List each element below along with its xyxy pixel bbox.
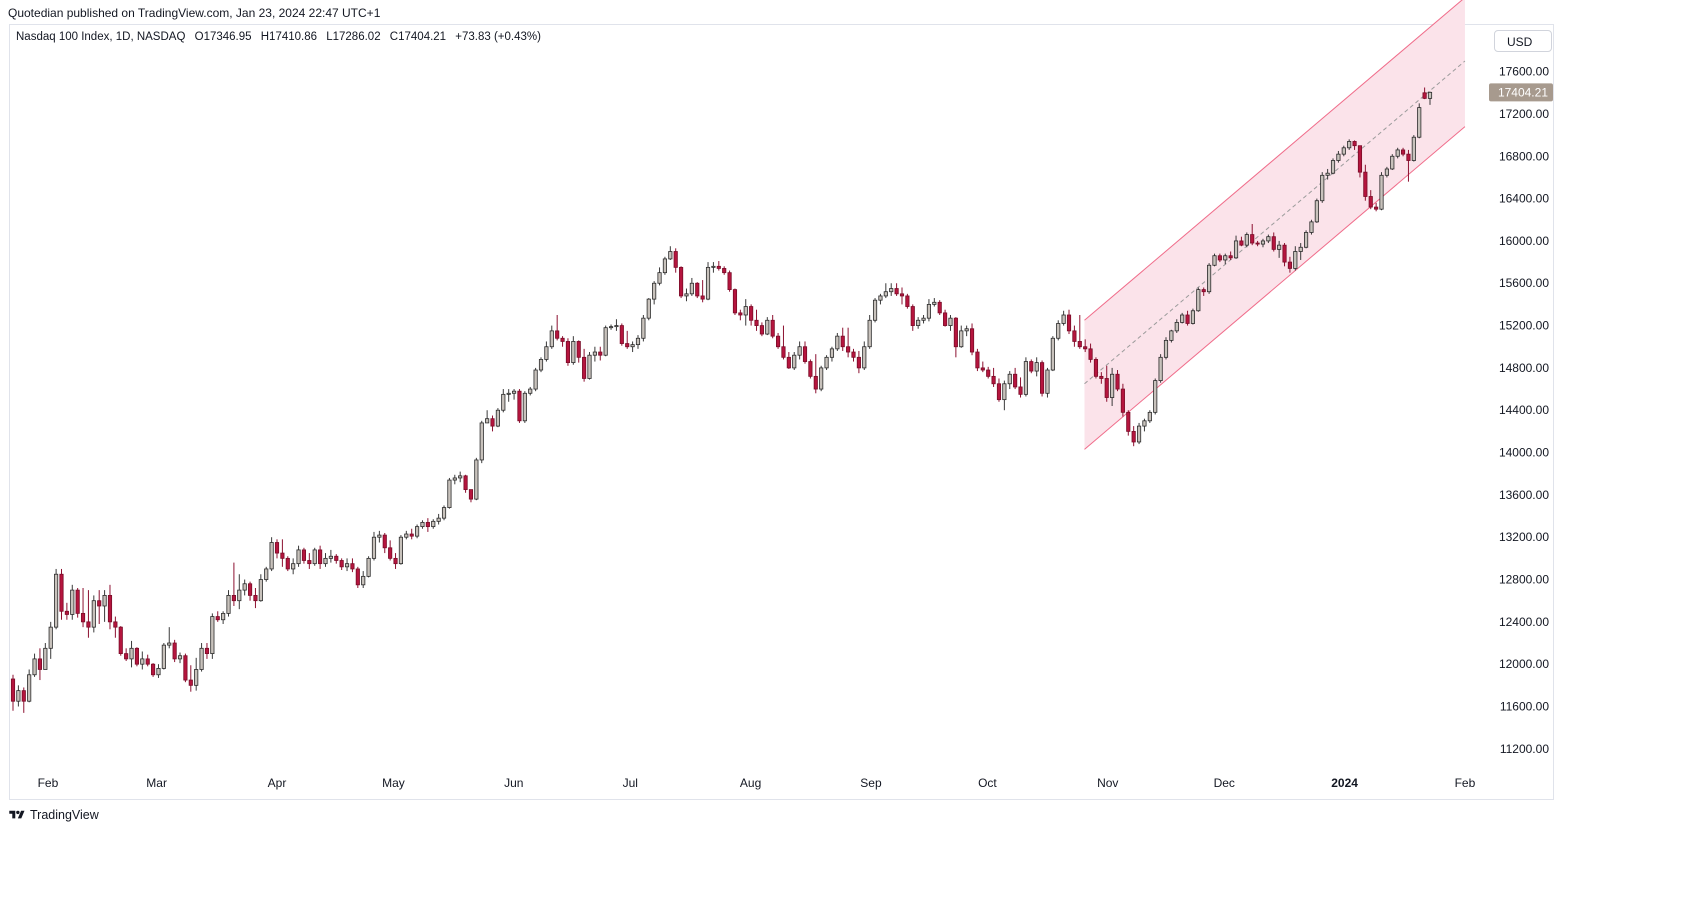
tradingview-brand: TradingView [30,808,99,822]
ohlc-open-value: 17346.95 [203,31,252,43]
ohlc-high-value: 17410.86 [269,31,318,43]
symbol-legend: Nasdaq 100 Index, 1D, NASDAQ O17346.95 H… [16,31,547,43]
ohlc-high: H17410.86 [261,31,317,43]
ohlc-low-label: L [326,31,333,43]
ohlc-low-value: 17286.02 [332,31,381,43]
ohlc-open-label: O [194,31,204,43]
ohlc-open: O17346.95 [195,31,252,43]
ohlc-close-value: 17404.21 [398,31,447,43]
chart-frame [9,24,1554,800]
ohlc-low: L17286.02 [326,31,380,43]
ohlc-close: C17404.21 [390,31,446,43]
published-header: Quotedian published on TradingView.com, … [8,6,381,20]
tradingview-logo[interactable]: TradingView [8,808,99,822]
ohlc-change: +73.83 (+0.43%) [455,31,541,43]
symbol-name[interactable]: Nasdaq 100 Index, 1D, NASDAQ [16,31,186,43]
ohlc-close-label: C [389,31,399,43]
ohlc-high-label: H [260,31,270,43]
tradingview-logo-icon [9,810,25,819]
currency-button[interactable]: USD [1494,30,1552,52]
